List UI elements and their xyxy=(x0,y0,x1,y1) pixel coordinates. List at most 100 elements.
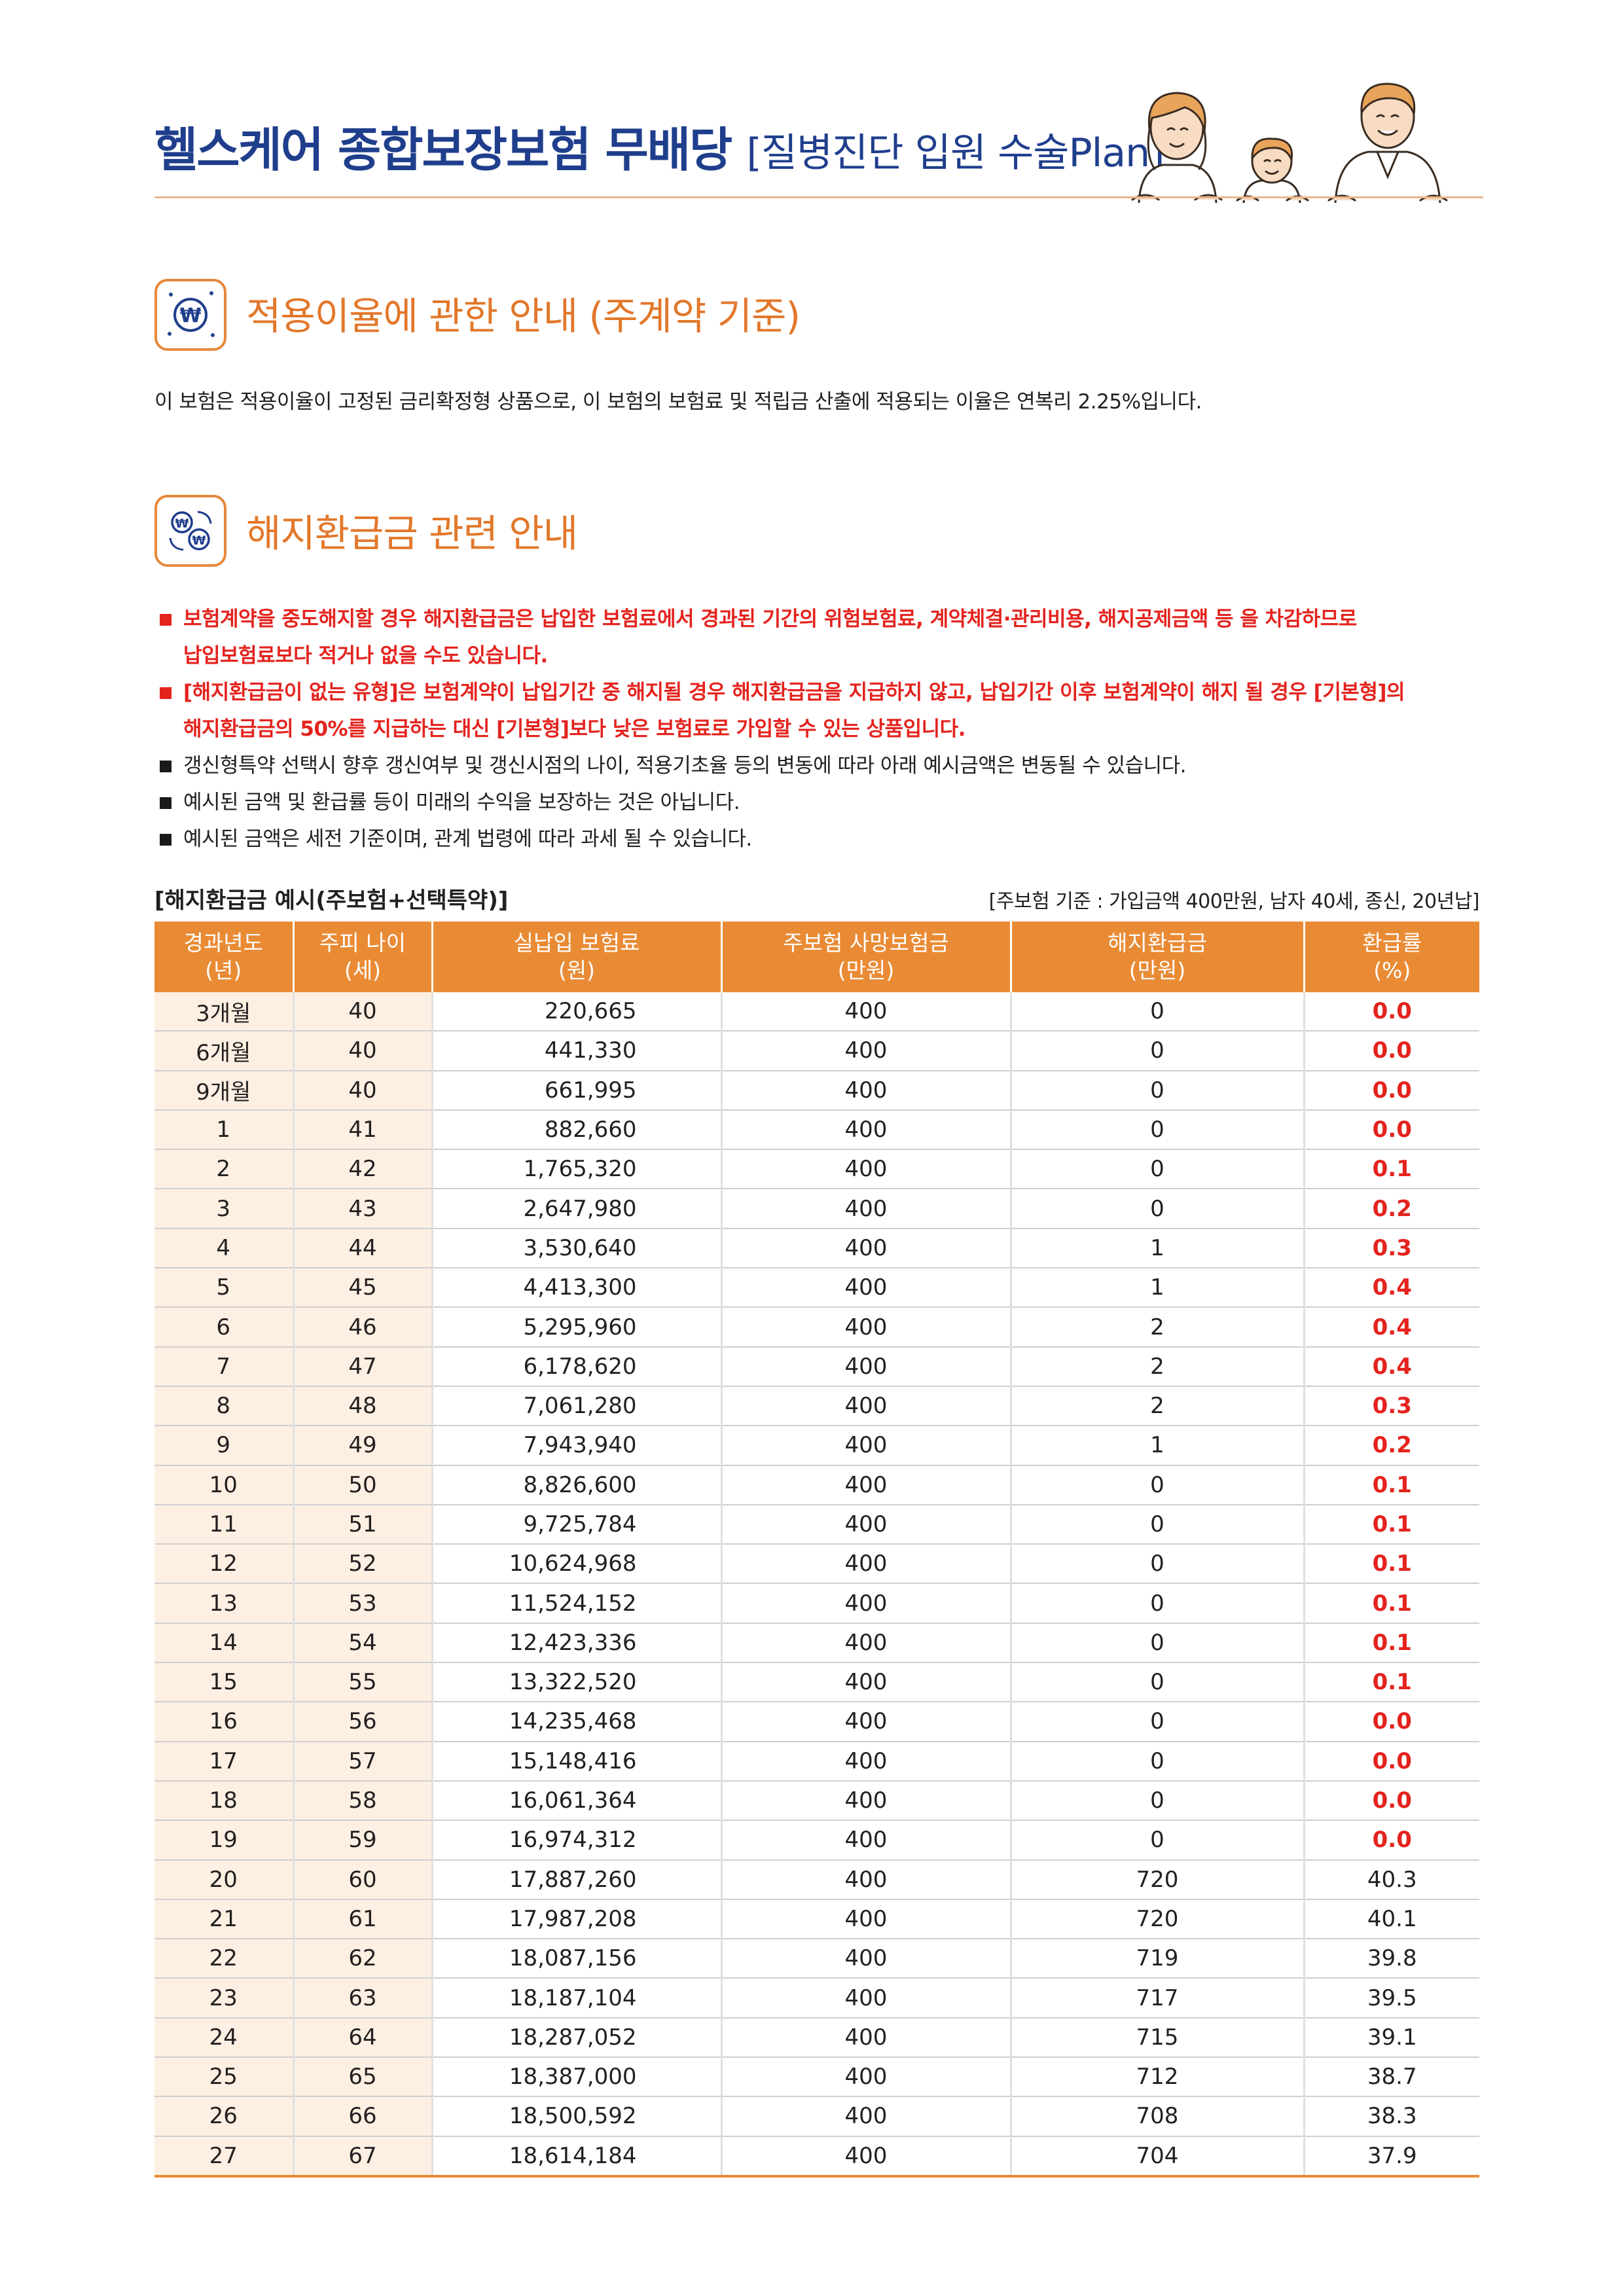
table-row: 25 65 18,387,000 400 712 38.7 xyxy=(154,2057,1479,2098)
table-cell: 10,624,968 xyxy=(431,1544,721,1585)
table-cell: 21 xyxy=(154,1899,293,1940)
table-cell: 23 xyxy=(154,1978,293,2018)
table-cell: 400 xyxy=(720,1149,1011,1190)
table-cell: 56 xyxy=(292,1702,432,1742)
table-cell: 40 xyxy=(292,1070,432,1111)
table-cell: 2 xyxy=(154,1149,293,1190)
table-cell: 4 xyxy=(154,1228,293,1269)
table-cell: 0 xyxy=(1009,1504,1304,1545)
family-illustration xyxy=(1131,82,1448,203)
bullet-square-icon xyxy=(160,834,171,846)
table-cell: 1 xyxy=(154,1109,293,1151)
column-header-line: (%) xyxy=(1373,958,1411,983)
bullet-square-icon xyxy=(160,687,171,699)
column-header-line: 환급률 xyxy=(1362,930,1422,956)
table-cell: 19 xyxy=(154,1820,293,1861)
surrender-value-table: 경과년도 (년) 주피 나이 (세) 실납입 보험료 (원) 주보험 사망보험금 (만원) 해지… xyxy=(154,922,1479,2178)
table-cell: 61 xyxy=(292,1899,432,1940)
table-cell: 59 xyxy=(292,1820,432,1861)
svg-text:₩: ₩ xyxy=(175,516,189,531)
table-cell: 9 xyxy=(154,1426,293,1466)
table-cell: 11,524,152 xyxy=(431,1583,721,1624)
table-row: 11 51 9,725,784 400 0 0.1 xyxy=(154,1504,1479,1545)
table-cell: 0 xyxy=(1009,1465,1304,1505)
column-header-line: 실납입 보험료 xyxy=(513,930,640,956)
table-title: [해지환급금 예시(주보험+선택특약)] xyxy=(154,888,509,914)
table-cell: 11 xyxy=(154,1504,293,1545)
table-cell: 712 xyxy=(1009,2057,1304,2098)
table-cell: 0.0 xyxy=(1303,1031,1479,1071)
table-cell: 0 xyxy=(1009,992,1304,1032)
table-cell: 704 xyxy=(1009,2136,1304,2178)
table-cell: 14,235,468 xyxy=(431,1702,721,1742)
table-cell: 400 xyxy=(720,1189,1011,1229)
table-cell: 45 xyxy=(292,1268,432,1308)
table-cell: 400 xyxy=(720,1899,1011,1940)
column-header-line: (만원) xyxy=(837,958,895,983)
title-main: 헬스케어 종합보장보험 무배당 xyxy=(154,122,732,177)
svg-text:₩: ₩ xyxy=(179,304,201,327)
table-cell: 1 xyxy=(1009,1268,1304,1308)
table-cell: 27 xyxy=(154,2136,293,2178)
table-cell: 42 xyxy=(292,1149,432,1190)
table-cell: 0.2 xyxy=(1303,1426,1479,1466)
interest-rate-text: 이 보험은 적용이율이 고정된 금리확정형 상품으로, 이 보험의 보험료 및 … xyxy=(154,390,1202,414)
table-cell: 220,665 xyxy=(431,992,721,1032)
table-cell: 17 xyxy=(154,1741,293,1782)
table-row: 16 56 14,235,468 400 0 0.0 xyxy=(154,1702,1479,1742)
table-cell: 0 xyxy=(1009,1702,1304,1742)
table-cell: 8 xyxy=(154,1386,293,1427)
table-cell: 0.0 xyxy=(1303,1741,1479,1782)
table-cell: 53 xyxy=(292,1583,432,1624)
table-row: 17 57 15,148,416 400 0 0.0 xyxy=(154,1741,1479,1782)
bullet-square-icon xyxy=(160,761,171,772)
table-cell: 400 xyxy=(720,2057,1011,2098)
table-cell: 3개월 xyxy=(154,992,293,1032)
table-cell: 39.5 xyxy=(1303,1978,1479,2018)
table-cell: 0 xyxy=(1009,1544,1304,1585)
table-row: 20 60 17,887,260 400 720 40.3 xyxy=(154,1859,1479,1900)
table-row: 6개월 40 441,330 400 0 0.0 xyxy=(154,1031,1479,1071)
table-cell: 0.0 xyxy=(1303,1820,1479,1861)
bullet-square-icon xyxy=(160,797,171,809)
table-cell: 0.0 xyxy=(1303,1780,1479,1821)
table-cell: 0.0 xyxy=(1303,992,1479,1032)
table-cell: 49 xyxy=(292,1426,432,1466)
table-row: 9개월 40 661,995 400 0 0.0 xyxy=(154,1070,1479,1111)
table-row: 7 47 6,178,620 400 2 0.4 xyxy=(154,1346,1479,1387)
table-cell: 0.0 xyxy=(1303,1070,1479,1111)
column-header-line: (년) xyxy=(205,958,242,983)
table-cell: 0 xyxy=(1009,1189,1304,1229)
table-cell: 0.0 xyxy=(1303,1109,1479,1151)
table-cell: 0.1 xyxy=(1303,1504,1479,1545)
table-cell: 400 xyxy=(720,992,1011,1032)
notice-bullet: [해지환급금이 없는 유형]은 보험계약이 납입기간 중 해지될 경우 해지환급… xyxy=(160,674,1495,747)
table-cell: 0 xyxy=(1009,1583,1304,1624)
table-cell: 16,061,364 xyxy=(431,1780,721,1821)
table-cell: 1 xyxy=(1009,1426,1304,1466)
table-cell: 60 xyxy=(292,1859,432,1900)
table-cell: 63 xyxy=(292,1978,432,2018)
table-cell: 400 xyxy=(720,1702,1011,1742)
table-header-row: 경과년도 (년) 주피 나이 (세) 실납입 보험료 (원) 주보험 사망보험금 (만원) 해지… xyxy=(154,922,1479,992)
table-cell: 65 xyxy=(292,2057,432,2098)
table-cell: 44 xyxy=(292,1228,432,1269)
table-cell: 16,974,312 xyxy=(431,1820,721,1861)
table-row: 18 58 16,061,364 400 0 0.0 xyxy=(154,1780,1479,1821)
table-cell: 708 xyxy=(1009,2096,1304,2137)
table-cell: 0 xyxy=(1009,1741,1304,1782)
table-cell: 12,423,336 xyxy=(431,1623,721,1664)
table-cell: 18,287,052 xyxy=(431,2017,721,2058)
table-cell: 0.1 xyxy=(1303,1149,1479,1190)
table-cell: 400 xyxy=(720,1978,1011,2018)
table-cell: 62 xyxy=(292,1939,432,1979)
table-cell: 5,295,960 xyxy=(431,1307,721,1348)
table-cell: 400 xyxy=(720,1070,1011,1111)
table-cell: 9,725,784 xyxy=(431,1504,721,1545)
bullet-line: 갱신형특약 선택시 향후 갱신여부 및 갱신시점의 나이, 적용기초율 등의 변… xyxy=(183,754,1187,778)
table-cell: 400 xyxy=(720,2136,1011,2178)
table-row: 27 67 18,614,184 400 704 37.9 xyxy=(154,2136,1479,2178)
table-row: 14 54 12,423,336 400 0 0.1 xyxy=(154,1623,1479,1664)
table-cell: 40 xyxy=(292,992,432,1032)
table-row: 10 50 8,826,600 400 0 0.1 xyxy=(154,1465,1479,1505)
